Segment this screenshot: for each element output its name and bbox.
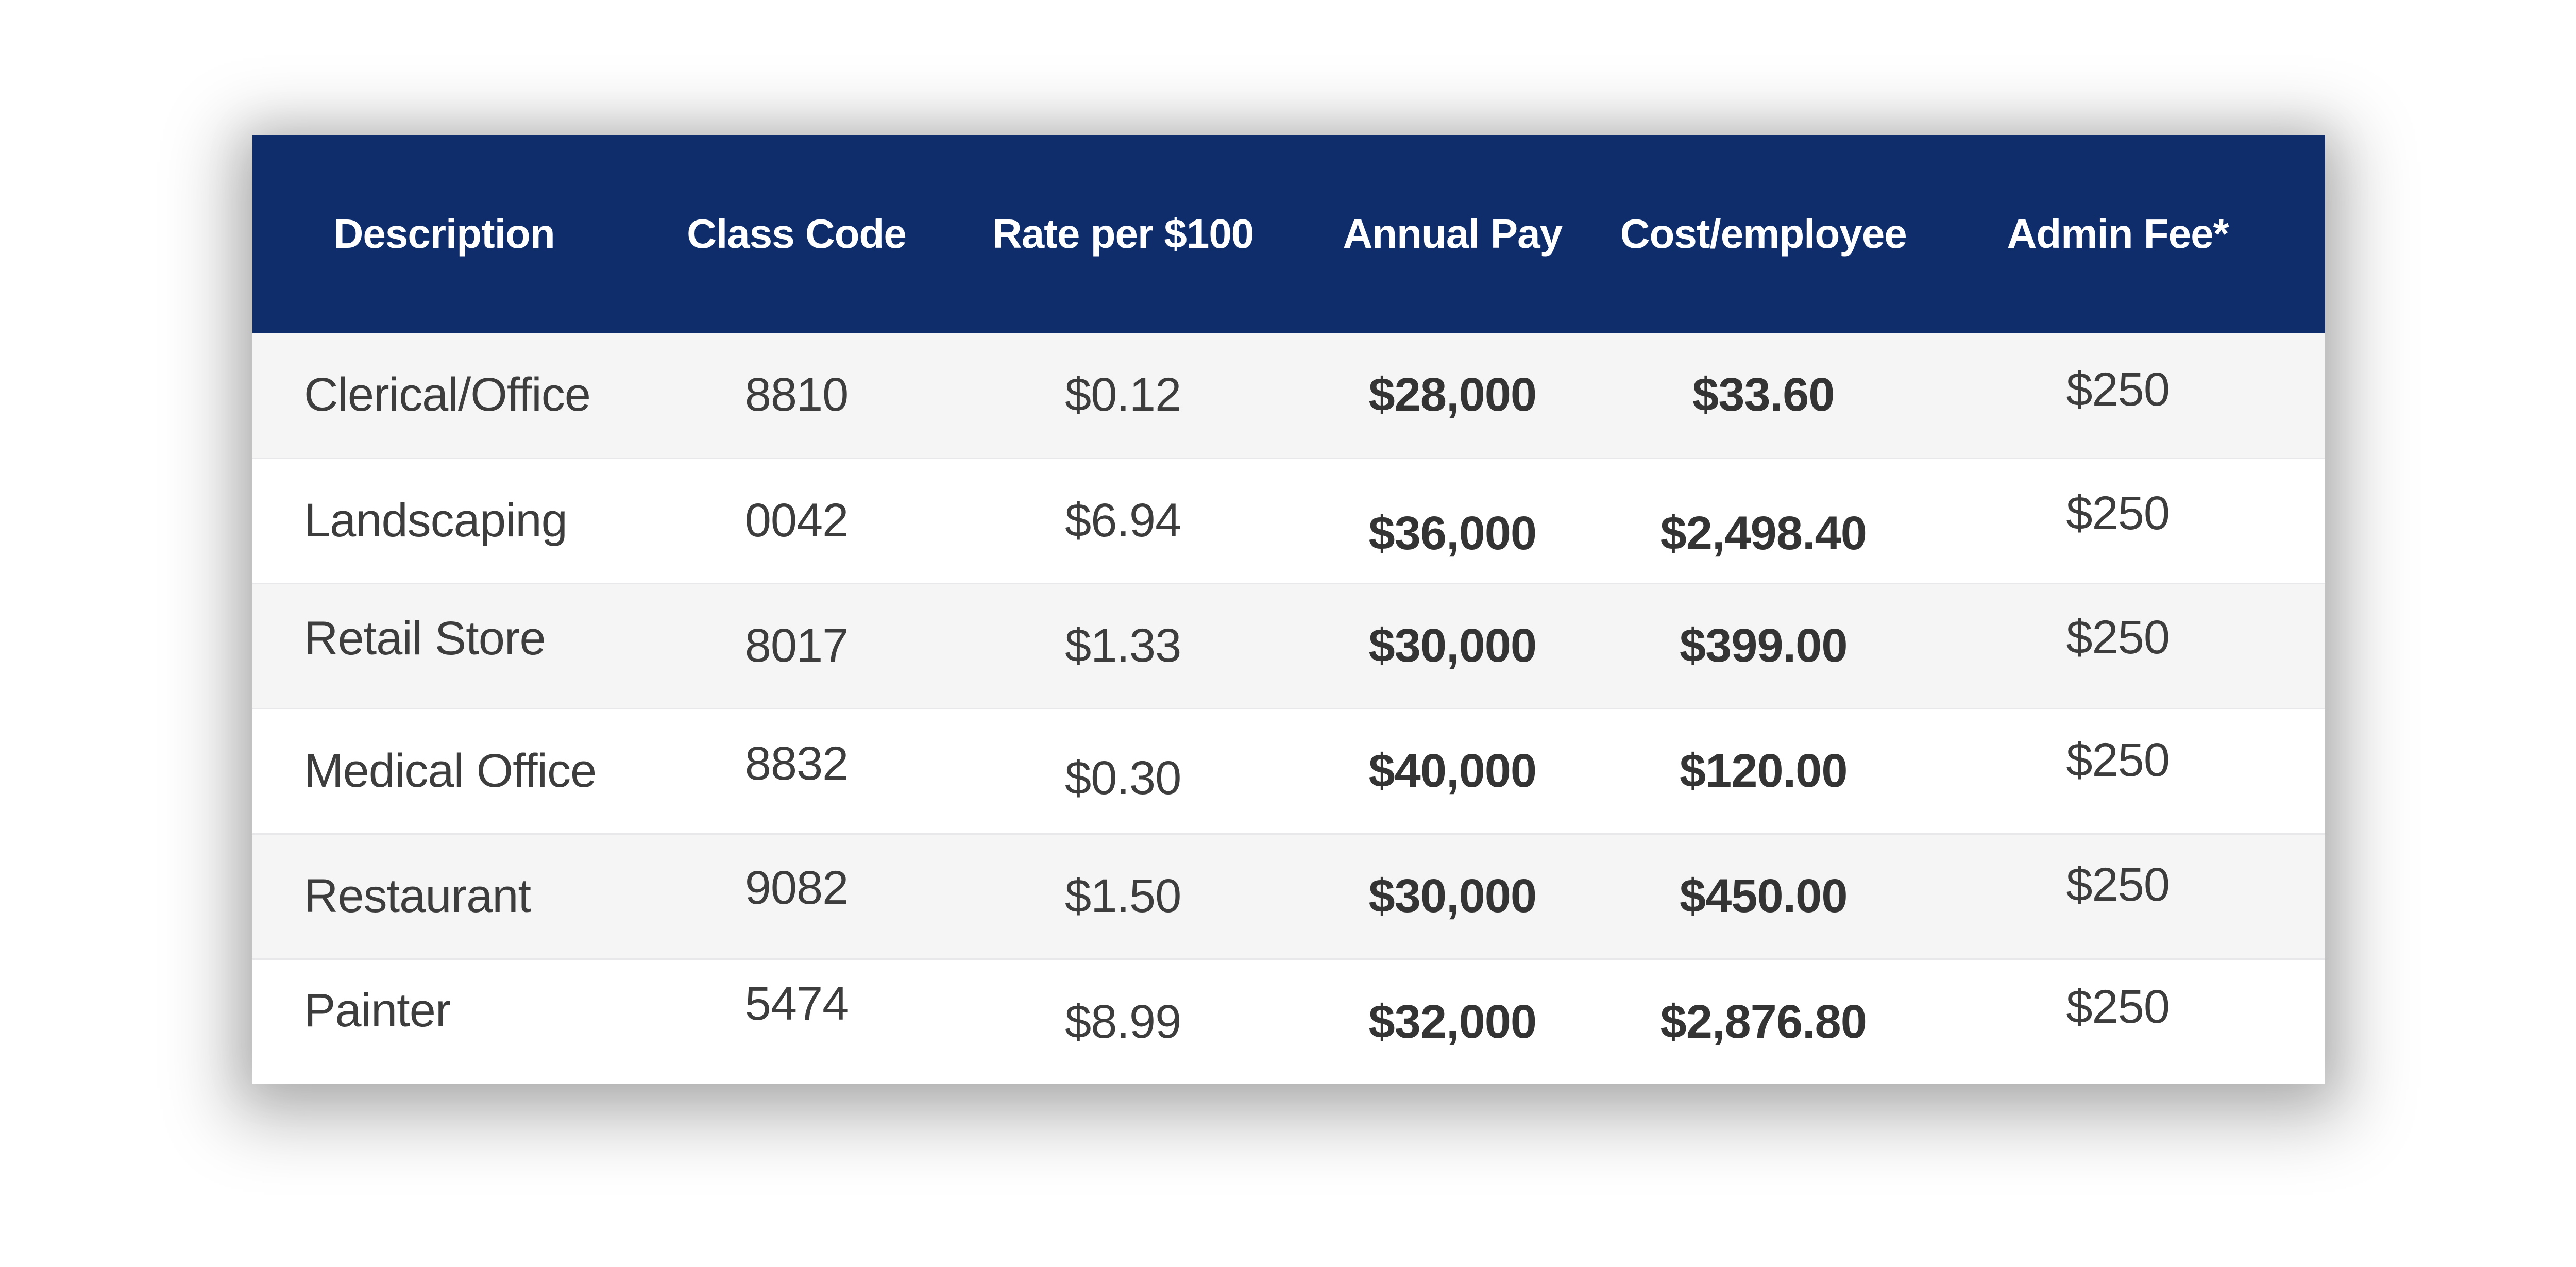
- cell-admin-fee: $250: [2066, 734, 2170, 786]
- cell-class-code: 0042: [744, 494, 849, 547]
- cell-annual-pay: $30,000: [1368, 619, 1537, 672]
- cell-class-code: 8017: [744, 619, 849, 672]
- cell-cost-per-employee: $2,876.80: [1660, 995, 1867, 1048]
- cell-class-code: 9082: [744, 861, 849, 914]
- cell-description: Medical Office: [304, 745, 597, 797]
- cell-rate-per-100: $1.33: [1065, 619, 1181, 672]
- column-header-admin-fee: Admin Fee*: [2007, 211, 2229, 257]
- cell-annual-pay: $28,000: [1368, 368, 1537, 421]
- cell-class-code: 5474: [744, 977, 849, 1030]
- cell-class-code: 8810: [744, 368, 849, 421]
- cell-rate-per-100: $1.50: [1065, 870, 1181, 922]
- cell-rate-per-100: $0.30: [1065, 752, 1181, 804]
- cell-cost-per-employee: $399.00: [1679, 619, 1848, 672]
- column-header-cost-per-employee: Cost/employee: [1620, 211, 1907, 257]
- cell-cost-per-employee: $120.00: [1679, 745, 1848, 797]
- column-header-rate-per-100: Rate per $100: [992, 211, 1254, 257]
- cell-annual-pay: $40,000: [1368, 745, 1537, 797]
- cell-rate-per-100: $8.99: [1065, 995, 1181, 1048]
- table-row: Landscaping 0042 $6.94 $36,000 $2,498.40…: [252, 458, 2325, 583]
- cell-annual-pay: $30,000: [1368, 870, 1537, 922]
- cell-annual-pay: $36,000: [1368, 507, 1537, 560]
- cell-description: Landscaping: [304, 494, 568, 547]
- table-row: Restaurant 9082 $1.50 $30,000 $450.00 $2…: [252, 834, 2325, 959]
- cell-cost-per-employee: $33.60: [1692, 368, 1835, 421]
- cell-description: Retail Store: [304, 612, 546, 665]
- cell-description: Painter: [304, 984, 451, 1037]
- table-row: Retail Store 8017 $1.33 $30,000 $399.00 …: [252, 583, 2325, 708]
- cell-class-code: 8832: [744, 737, 849, 790]
- table-row: Painter 5474 $8.99 $32,000 $2,876.80 $25…: [252, 959, 2325, 1084]
- cell-cost-per-employee: $450.00: [1679, 870, 1848, 922]
- cell-description: Restaurant: [304, 870, 531, 922]
- cell-admin-fee: $250: [2066, 858, 2170, 911]
- table-row: Medical Office 8832 $0.30 $40,000 $120.0…: [252, 708, 2325, 834]
- cell-admin-fee: $250: [2066, 611, 2170, 664]
- column-header-description: Description: [333, 211, 555, 257]
- cell-description: Clerical/Office: [304, 368, 591, 421]
- rates-table: Description Class Code Rate per $100 Ann…: [252, 135, 2325, 1084]
- cell-rate-per-100: $0.12: [1065, 368, 1181, 421]
- cell-annual-pay: $32,000: [1368, 995, 1537, 1048]
- cell-rate-per-100: $6.94: [1065, 494, 1181, 547]
- table-row: Clerical/Office 8810 $0.12 $28,000 $33.6…: [252, 333, 2325, 458]
- cell-admin-fee: $250: [2066, 487, 2170, 539]
- cell-admin-fee: $250: [2066, 363, 2170, 416]
- cell-admin-fee: $250: [2066, 980, 2170, 1033]
- header-row: Description Class Code Rate per $100 Ann…: [252, 135, 2325, 333]
- table-card: Description Class Code Rate per $100 Ann…: [252, 135, 2325, 1084]
- cell-cost-per-employee: $2,498.40: [1660, 507, 1867, 560]
- column-header-annual-pay: Annual Pay: [1343, 211, 1563, 257]
- column-header-class-code: Class Code: [687, 211, 907, 257]
